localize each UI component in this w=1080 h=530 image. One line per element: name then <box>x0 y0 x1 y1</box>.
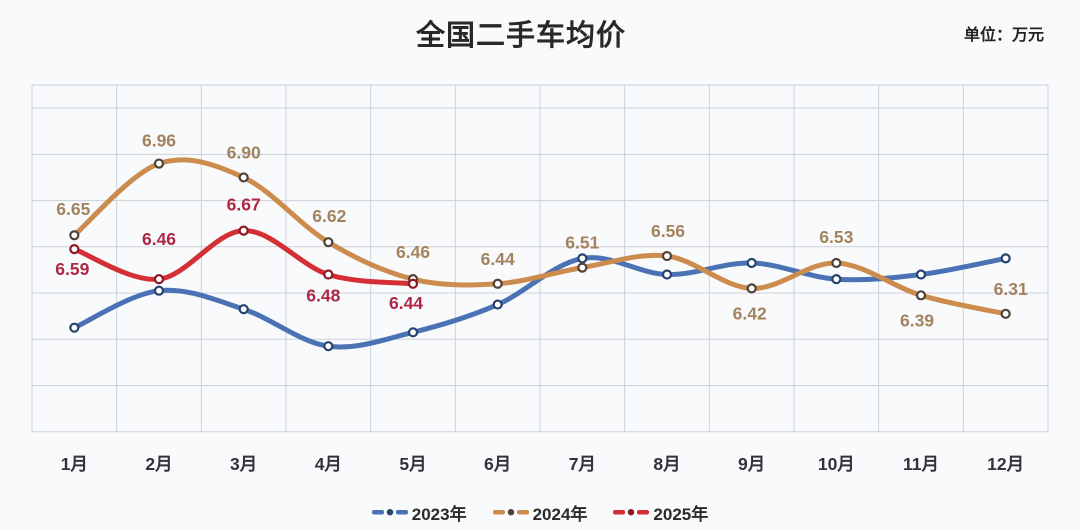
data-label: 6.46 <box>396 242 430 262</box>
data-label: 6.53 <box>819 227 853 247</box>
legend-label: 2023年 <box>411 504 467 524</box>
data-point <box>915 269 927 280</box>
data-label: 6.46 <box>142 229 176 249</box>
legend-item-2023年[interactable]: 2023年 <box>371 500 467 525</box>
x-axis-label: 11月 <box>903 454 939 474</box>
data-label: 6.51 <box>565 233 599 253</box>
series-line-2025年 <box>71 228 416 287</box>
data-point <box>746 283 757 294</box>
data-label: 6.42 <box>733 303 767 323</box>
data-point <box>69 230 80 241</box>
data-point <box>1000 253 1011 264</box>
data-point <box>238 172 249 183</box>
legend-item-2024年[interactable]: 2024年 <box>492 500 588 525</box>
grid-lines <box>31 84 1049 433</box>
x-axis-label: 10月 <box>818 454 855 474</box>
data-label: 6.44 <box>481 249 515 269</box>
data-point <box>915 290 927 301</box>
x-axis-label: 8月 <box>653 454 680 474</box>
chart-legend: 2023年 2024年 2025年 <box>0 497 1080 527</box>
legend-item-2025年[interactable]: 2025年 <box>613 500 708 525</box>
unit-label: 单位：万元 <box>963 27 1044 44</box>
data-label: 6.96 <box>142 131 176 151</box>
data-point <box>407 278 419 289</box>
legend-marker-icon <box>371 509 408 516</box>
data-point <box>407 327 419 338</box>
data-point <box>69 322 80 333</box>
data-label: 6.48 <box>306 286 340 306</box>
data-label: 6.56 <box>651 221 685 241</box>
legend-marker-icon <box>613 509 650 516</box>
data-label: 6.44 <box>389 293 423 313</box>
data-point <box>746 257 757 269</box>
chart-title: 全国二手车均价 <box>415 20 627 52</box>
data-point <box>577 253 588 264</box>
data-point <box>831 274 842 285</box>
x-axis-label: 7月 <box>569 454 596 474</box>
legend-label: 2024年 <box>532 504 588 524</box>
data-point <box>661 269 673 280</box>
series-line-2024年 <box>71 157 1009 317</box>
data-point <box>323 237 334 248</box>
data-point <box>492 278 503 289</box>
data-label: 6.59 <box>55 259 89 279</box>
data-point <box>1000 308 1011 319</box>
x-axis-label: 3月 <box>230 454 257 474</box>
data-point <box>831 257 842 269</box>
data-point <box>323 269 334 280</box>
series-2025年: 6.59 6.46 6.67 6.48 6.44 <box>55 195 423 313</box>
data-label: 6.62 <box>312 206 346 226</box>
x-axis-label: 4月 <box>315 454 342 474</box>
data-label: 6.67 <box>227 195 261 215</box>
data-label: 6.31 <box>994 279 1028 299</box>
data-point <box>153 285 165 296</box>
data-point <box>661 250 673 262</box>
x-axis-label: 2月 <box>145 454 172 474</box>
data-label: 6.65 <box>56 199 90 219</box>
legend-marker-icon <box>492 509 529 516</box>
data-point <box>238 225 249 236</box>
x-axis-label: 12月 <box>987 454 1024 474</box>
series-2024年: 6.65 6.96 6.90 6.62 6.46 6.44 6.51 6.56 6.42 6.53… <box>56 131 1028 331</box>
data-point <box>577 262 588 273</box>
x-axis-label: 9月 <box>738 454 765 474</box>
data-label: 6.90 <box>227 142 261 162</box>
x-axis-label: 5月 <box>399 454 426 474</box>
data-point <box>153 274 165 285</box>
data-point <box>153 158 165 169</box>
x-axis-label: 1月 <box>61 454 88 474</box>
x-axis-label: 6月 <box>484 454 511 474</box>
legend-label: 2025年 <box>653 504 709 524</box>
data-label: 6.39 <box>900 310 934 330</box>
x-axis-labels: 1月 2月 3月 4月 5月 6月 7月 8月 9月 10月 11月 12月 <box>61 454 1024 474</box>
data-point <box>323 341 334 352</box>
data-point <box>238 304 249 315</box>
data-point <box>492 299 503 310</box>
data-point <box>69 244 80 255</box>
